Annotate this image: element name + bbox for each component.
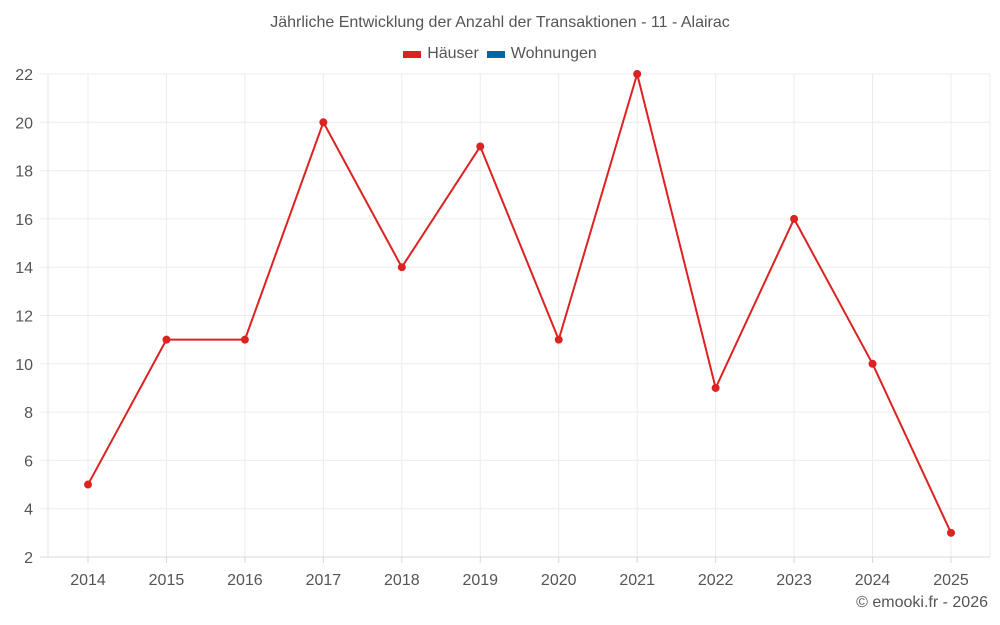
data-point[interactable] [84,480,92,489]
data-point[interactable] [868,359,877,368]
y-tick-label: 2 [24,550,33,567]
y-tick-label: 20 [15,115,33,132]
x-tick-label: 2021 [619,572,655,589]
x-tick-label: 2015 [149,572,185,589]
legend-label: Wohnungen [510,45,597,62]
x-tick-label: 2022 [698,572,734,589]
y-tick-label: 14 [15,260,33,277]
series-line [87,73,952,534]
y-tick-label: 6 [24,453,33,470]
x-tick-label: 2020 [541,572,577,589]
x-tick-label: 2024 [855,572,891,589]
data-point[interactable] [397,263,406,272]
data-point[interactable] [554,335,563,344]
legend-item-haeuser[interactable]: Häuser [403,45,479,63]
x-tick-label: 2023 [776,572,812,589]
x-tick-label: 2014 [70,572,106,589]
legend-swatch-icon [403,50,422,58]
y-tick-label: 22 [15,67,33,84]
data-point[interactable] [790,214,799,223]
data-point[interactable] [319,118,328,127]
y-tick-label: 4 [24,502,33,519]
credit-text: © emooki.fr - 2026 [856,594,988,611]
data-point[interactable] [476,142,485,151]
y-tick-label: 8 [24,405,33,422]
y-tick-label: 16 [15,212,33,229]
x-tick-label: 2017 [306,572,342,589]
data-point[interactable] [711,383,720,392]
x-tick-label: 2016 [227,572,263,589]
x-tick-label: 2018 [384,572,420,589]
data-point[interactable] [162,335,171,344]
x-tick-label: 2025 [933,572,969,589]
x-tick-label: 2019 [462,572,498,589]
data-point[interactable] [947,528,955,537]
y-tick-label: 18 [15,164,33,181]
chart-title: Jährliche Entwicklung der Anzahl der Tra… [270,14,730,31]
legend-swatch-icon [486,50,505,58]
y-tick-label: 12 [15,309,33,326]
data-point[interactable] [633,70,642,78]
legend: Häuser Wohnungen [0,45,1000,63]
legend-label: Häuser [427,45,479,62]
data-point[interactable] [240,335,249,344]
legend-item-wohnungen[interactable]: Wohnungen [486,45,597,63]
y-tick-label: 10 [15,357,33,374]
